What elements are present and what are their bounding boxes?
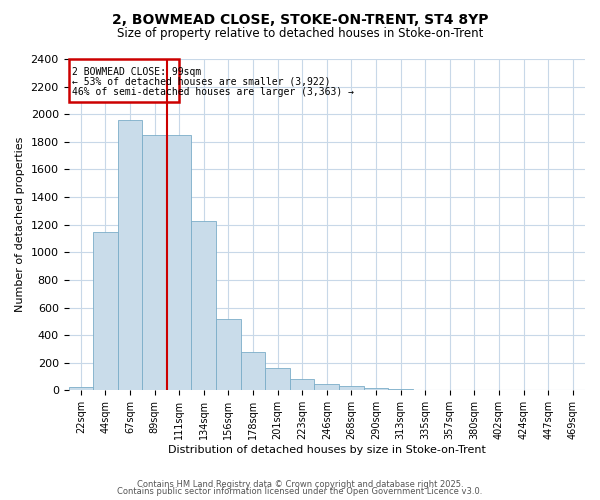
Bar: [118, 120, 142, 390]
Bar: [388, 389, 413, 390]
Bar: [314, 384, 339, 390]
Text: 2 BOWMEAD CLOSE: 99sqm: 2 BOWMEAD CLOSE: 99sqm: [72, 66, 202, 76]
Bar: [364, 388, 388, 390]
Bar: [93, 232, 118, 390]
Bar: [290, 378, 314, 390]
Bar: [241, 352, 265, 391]
Bar: [216, 318, 241, 390]
Bar: [68, 387, 93, 390]
Bar: [339, 386, 364, 390]
Text: Contains HM Land Registry data © Crown copyright and database right 2025.: Contains HM Land Registry data © Crown c…: [137, 480, 463, 489]
Bar: [167, 135, 191, 390]
FancyBboxPatch shape: [68, 59, 179, 102]
Text: ← 53% of detached houses are smaller (3,922): ← 53% of detached houses are smaller (3,…: [72, 77, 331, 87]
Text: 46% of semi-detached houses are larger (3,363) →: 46% of semi-detached houses are larger (…: [72, 88, 354, 98]
Y-axis label: Number of detached properties: Number of detached properties: [15, 137, 25, 312]
Text: Size of property relative to detached houses in Stoke-on-Trent: Size of property relative to detached ho…: [117, 28, 483, 40]
Bar: [265, 368, 290, 390]
X-axis label: Distribution of detached houses by size in Stoke-on-Trent: Distribution of detached houses by size …: [168, 445, 486, 455]
Text: 2, BOWMEAD CLOSE, STOKE-ON-TRENT, ST4 8YP: 2, BOWMEAD CLOSE, STOKE-ON-TRENT, ST4 8Y…: [112, 12, 488, 26]
Text: Contains public sector information licensed under the Open Government Licence v3: Contains public sector information licen…: [118, 488, 482, 496]
Bar: [142, 135, 167, 390]
Bar: [191, 220, 216, 390]
